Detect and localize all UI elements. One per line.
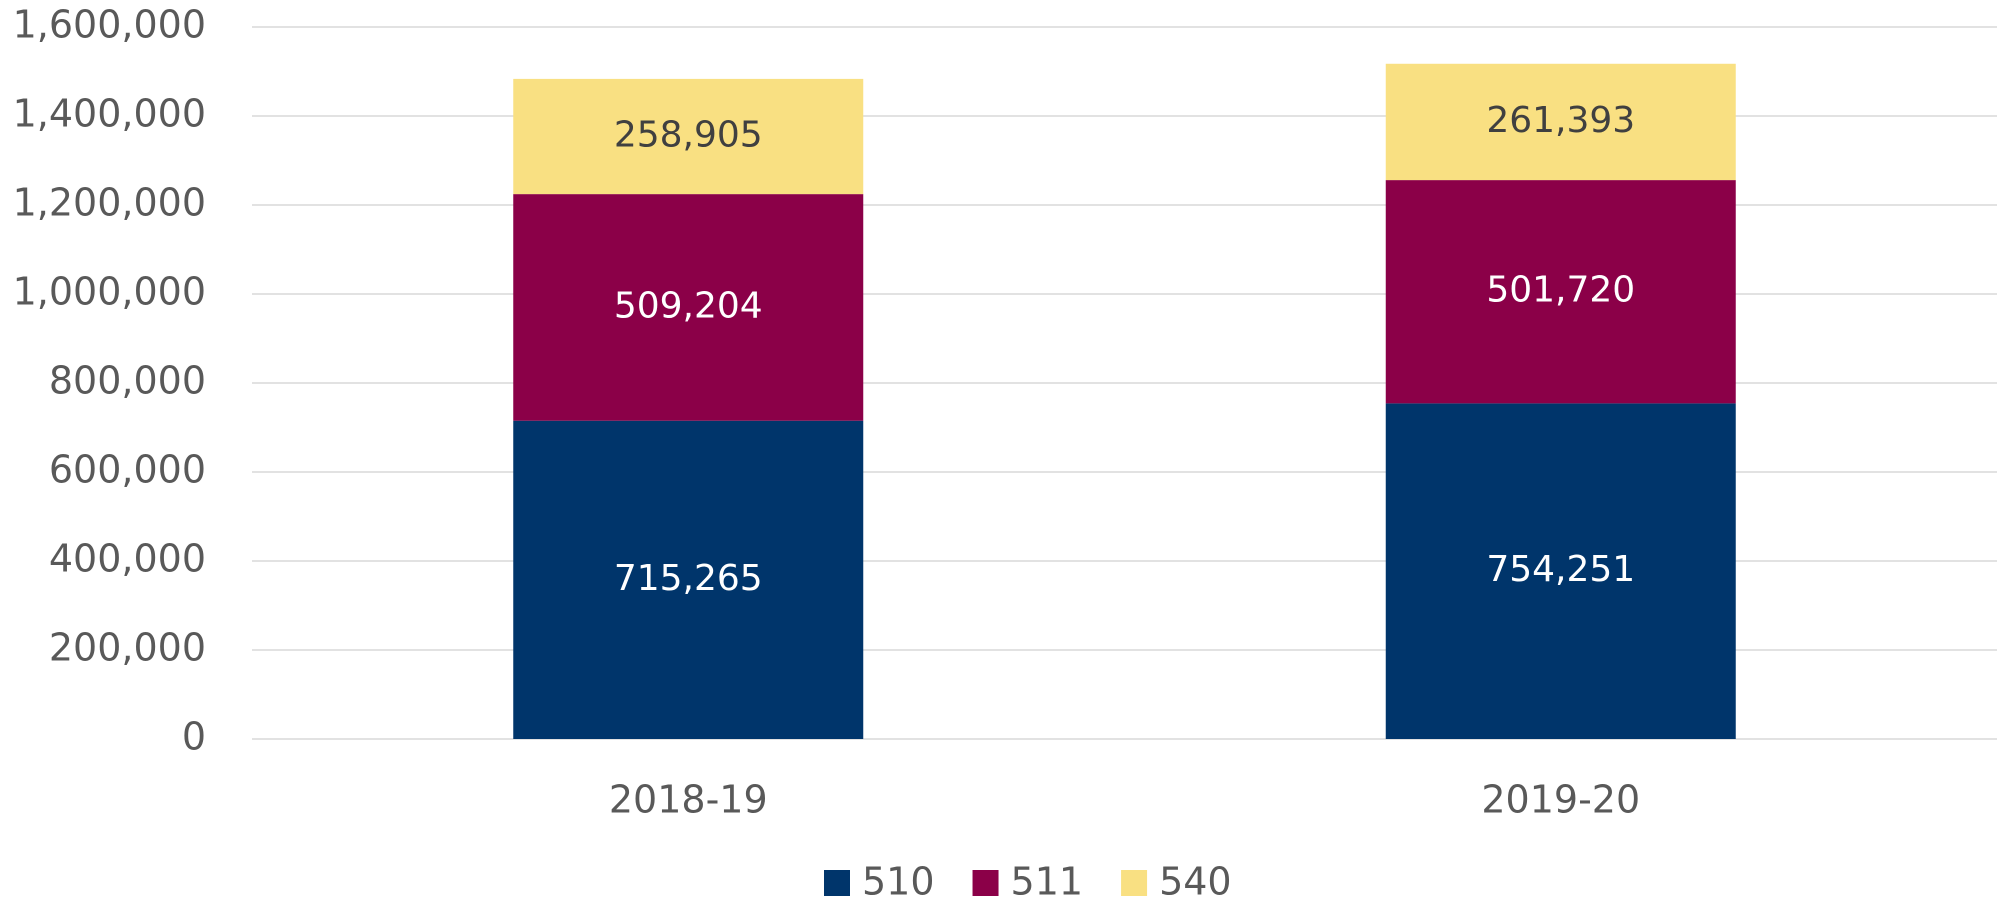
y-tick-label: 1,400,000: [13, 92, 206, 136]
bar-segment: [513, 420, 864, 739]
legend-label: 510: [862, 860, 935, 903]
data-label: 715,265: [614, 558, 763, 599]
x-tick-label: 2019-20: [1481, 778, 1640, 822]
data-label: 754,251: [1486, 549, 1635, 590]
x-tick-label: 2018-19: [609, 778, 768, 822]
bar-segment: [1385, 63, 1736, 181]
y-tick-label: 1,200,000: [13, 181, 206, 225]
bar-segment: [1385, 180, 1736, 404]
legend-swatch: [824, 870, 850, 896]
bar-segment: [1385, 403, 1736, 739]
y-tick-label: 1,000,000: [13, 270, 206, 314]
data-label: 501,720: [1486, 270, 1635, 311]
legend-swatch: [972, 870, 999, 896]
legend-swatch: [1121, 870, 1148, 896]
legend-label: 511: [1011, 860, 1084, 903]
bar-segment: [513, 194, 864, 421]
y-tick-label: 600,000: [49, 448, 206, 492]
data-label: 509,204: [614, 285, 763, 326]
y-tick-label: 400,000: [49, 537, 206, 581]
data-label: 258,905: [614, 115, 763, 156]
y-tick-label: 0: [182, 715, 206, 759]
y-tick-label: 800,000: [49, 359, 206, 403]
y-tick-label: 1,600,000: [13, 3, 206, 47]
legend-label: 540: [1159, 860, 1232, 903]
y-tick-label: 200,000: [49, 626, 206, 670]
data-label: 261,393: [1486, 100, 1635, 141]
bar-segment: [513, 78, 864, 195]
